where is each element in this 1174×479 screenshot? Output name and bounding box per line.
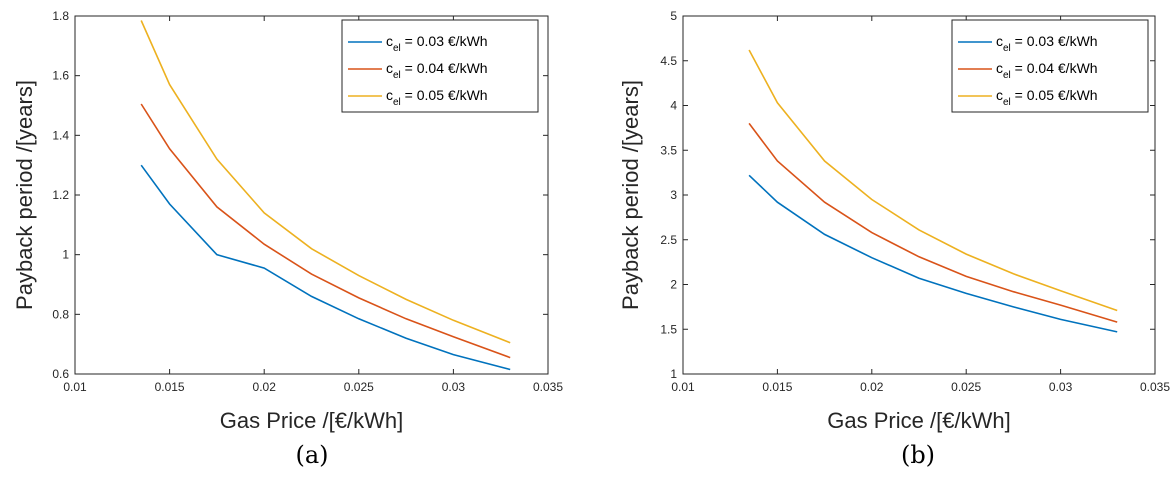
chart-panel-a: 0.01 0.015 0.02 0.025 0.03 0.035 0.6 0.8 1 1.2 1.4… [12,9,563,469]
legend-label-3: cel = 0.05 €/kWh [386,87,488,108]
x-tick-label: 0.03 [442,380,466,394]
y-tick-label: 0.8 [52,307,69,321]
y-tick-label: 3 [670,188,677,202]
series-line-2 [748,122,1118,323]
y-tick-label: 1.8 [52,9,69,23]
y-tick-label: 1.4 [52,128,69,142]
legend-label-3: cel = 0.05 €/kWh [996,87,1098,108]
series-line-2 [140,103,511,359]
legend-label-2: cel = 0.04 €/kWh [386,60,488,81]
legend: cel = 0.03 €/kWh cel = 0.04 €/kWh cel = 0.… [951,19,1149,113]
y-tick-label: 4 [670,99,677,113]
y-tick-label: 5 [670,9,677,23]
y-tick-label: 4.5 [660,54,677,68]
x-tick-label: 0.01 [63,380,87,394]
y-tick-label: 1 [62,248,69,262]
y-tick-label: 0.6 [52,367,69,381]
series-line-1 [140,164,511,371]
y-tick-label: 1 [670,367,677,381]
x-axis-label: Gas Price /[€/kWh] [220,408,403,433]
y-tick-label: 1.6 [52,69,69,83]
legend-label-1: cel = 0.03 €/kWh [996,33,1098,54]
y-axis-label: Payback period /[years] [618,80,643,310]
x-tick-label: 0.025 [951,380,981,394]
x-tick-label: 0.015 [762,380,792,394]
legend: cel = 0.03 €/kWh cel = 0.04 €/kWh cel = 0.… [341,19,539,113]
x-tick-label: 0.03 [1049,380,1073,394]
x-tick-label: 0.035 [1140,380,1170,394]
series-line-1 [748,174,1118,333]
x-tick-label: 0.02 [860,380,884,394]
series-line-3 [748,49,1118,312]
x-tick-label: 0.035 [533,380,563,394]
x-tick-label: 0.025 [344,380,374,394]
y-tick-label: 2.5 [660,233,677,247]
x-tick-label: 0.02 [253,380,277,394]
y-tick-label: 2 [670,278,677,292]
y-tick-label: 3.5 [660,143,677,157]
x-axis-label: Gas Price /[€/kWh] [827,408,1010,433]
y-tick-label: 1.2 [52,188,69,202]
panel-caption: (a) [295,441,328,469]
series-line-3 [140,20,511,344]
chart-panel-b: 0.01 0.015 0.02 0.025 0.03 0.035 1 1.5 2 2.5 3 3.5 4… [618,9,1170,469]
legend-label-1: cel = 0.03 €/kWh [386,33,488,54]
x-tick-label: 0.01 [671,380,695,394]
x-tick-label: 0.015 [155,380,185,394]
y-axis-label: Payback period /[years] [12,80,37,310]
legend-label-2: cel = 0.04 €/kWh [996,60,1098,81]
panel-caption: (b) [901,441,935,469]
y-tick-label: 1.5 [660,322,677,336]
